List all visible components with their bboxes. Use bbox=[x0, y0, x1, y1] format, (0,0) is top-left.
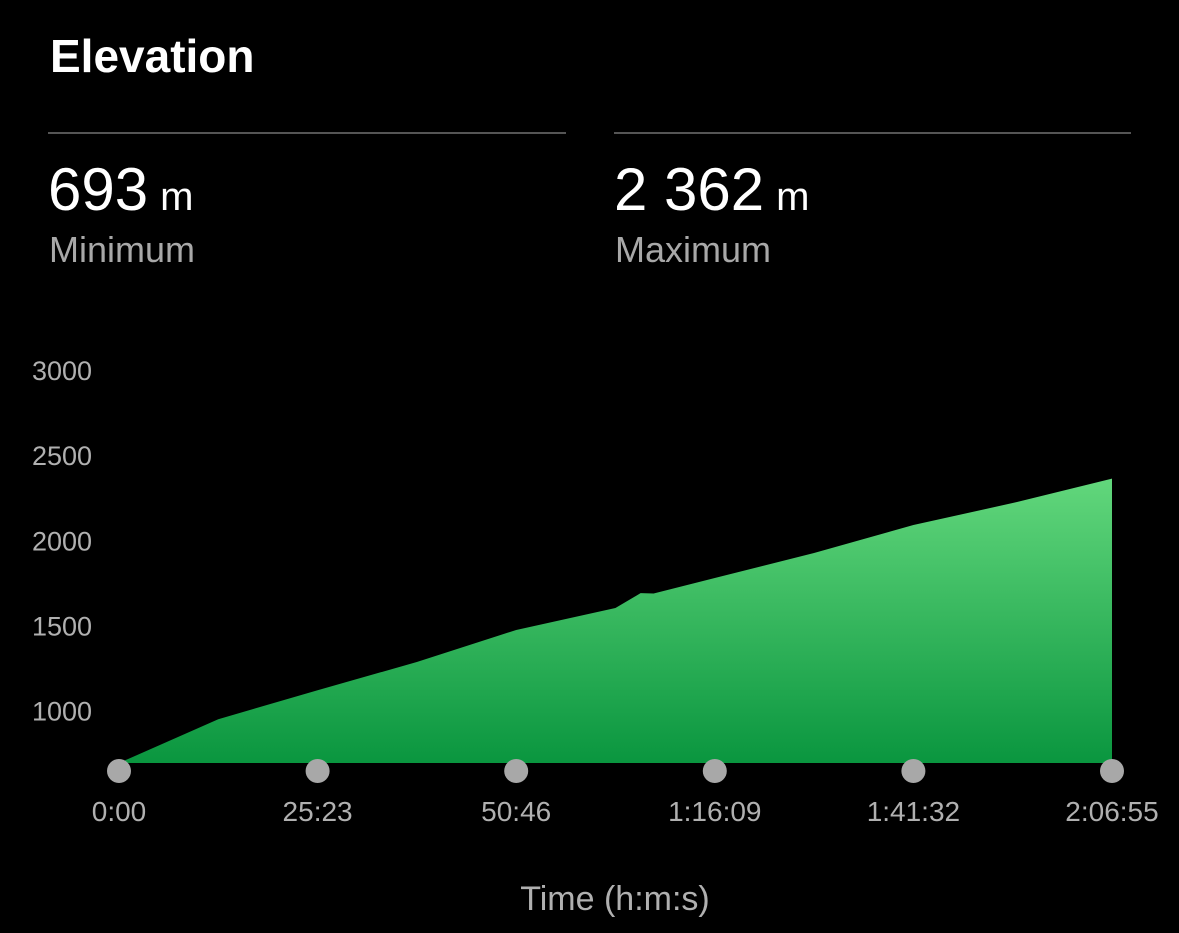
y-tick-label: 2500 bbox=[32, 441, 92, 471]
y-tick-label: 3000 bbox=[32, 356, 92, 386]
stat: 693 m bbox=[48, 156, 193, 223]
x-axis-title: Time (h:m:s) bbox=[520, 880, 710, 918]
elevation-area bbox=[119, 478, 1112, 763]
y-tick-label: 1000 bbox=[32, 697, 92, 727]
x-tick-dot bbox=[305, 759, 330, 783]
x-tick-label: 25:23 bbox=[283, 796, 353, 827]
x-tick-dot bbox=[504, 759, 529, 783]
x-tick-dot bbox=[702, 759, 727, 783]
title: Elevation bbox=[50, 30, 255, 82]
y-tick-label: 2000 bbox=[32, 526, 92, 556]
stat: 2 362 m bbox=[614, 156, 809, 223]
x-tick-dot bbox=[1100, 759, 1124, 783]
stat-value: 2 362 bbox=[614, 156, 764, 223]
x-tick-label: 0:00 bbox=[92, 796, 147, 827]
stat-value: 693 bbox=[48, 156, 148, 223]
stat-unit: m bbox=[160, 175, 193, 219]
x-tick-label: 50:46 bbox=[481, 796, 551, 827]
stat-label: Maximum bbox=[615, 229, 771, 270]
x-tick-label: 2:06:55 bbox=[1065, 796, 1158, 827]
x-tick-label: 1:16:09 bbox=[668, 796, 761, 827]
x-tick-label: 1:41:32 bbox=[867, 796, 960, 827]
x-tick-dot bbox=[901, 759, 926, 783]
stat-unit: m bbox=[776, 175, 809, 219]
y-tick-label: 1500 bbox=[32, 612, 92, 642]
stat-label: Minimum bbox=[49, 229, 195, 270]
x-tick-dot bbox=[107, 759, 131, 783]
